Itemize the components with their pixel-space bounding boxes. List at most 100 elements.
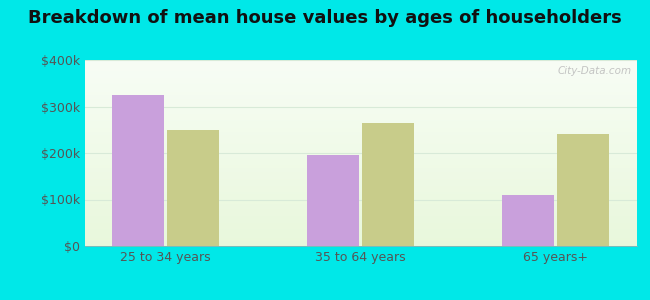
Bar bbox=[84, 74, 637, 75]
Bar bbox=[84, 100, 637, 101]
Bar bbox=[84, 182, 637, 183]
Bar bbox=[84, 129, 637, 130]
Bar bbox=[84, 71, 637, 72]
Bar bbox=[84, 239, 637, 240]
Bar bbox=[84, 154, 637, 155]
Bar bbox=[84, 110, 637, 111]
Bar bbox=[84, 79, 637, 80]
Bar bbox=[84, 208, 637, 209]
Bar bbox=[84, 240, 637, 241]
Bar bbox=[84, 190, 637, 191]
Bar bbox=[84, 112, 637, 113]
Bar bbox=[84, 67, 637, 68]
Bar bbox=[84, 132, 637, 133]
Bar bbox=[84, 198, 637, 199]
Bar bbox=[84, 167, 637, 168]
Bar bbox=[84, 64, 637, 66]
Bar bbox=[84, 138, 637, 139]
Bar bbox=[84, 187, 637, 188]
Bar bbox=[84, 151, 637, 152]
Bar bbox=[84, 177, 637, 178]
Bar bbox=[84, 149, 637, 150]
Bar bbox=[84, 116, 637, 117]
Bar bbox=[84, 204, 637, 205]
Bar bbox=[84, 206, 637, 207]
Bar bbox=[84, 152, 637, 153]
Bar bbox=[84, 210, 637, 211]
Bar bbox=[84, 140, 637, 141]
Bar bbox=[84, 63, 637, 64]
Bar bbox=[84, 119, 637, 120]
Bar bbox=[84, 217, 637, 218]
Bar bbox=[84, 170, 637, 171]
Bar bbox=[84, 179, 637, 180]
Bar bbox=[84, 131, 637, 132]
Bar bbox=[84, 128, 637, 129]
Bar bbox=[84, 169, 637, 170]
Bar bbox=[84, 227, 637, 228]
Bar bbox=[84, 70, 637, 71]
Bar bbox=[84, 137, 637, 138]
Bar bbox=[84, 126, 637, 127]
Bar bbox=[84, 181, 637, 182]
Bar bbox=[84, 197, 637, 198]
Bar bbox=[84, 96, 637, 97]
Bar bbox=[84, 203, 637, 204]
Bar bbox=[84, 160, 637, 161]
Bar bbox=[84, 148, 637, 149]
Bar bbox=[84, 80, 637, 81]
Bar bbox=[84, 193, 637, 194]
Bar bbox=[84, 207, 637, 208]
Bar bbox=[84, 91, 637, 92]
Bar bbox=[84, 144, 637, 145]
Bar bbox=[363, 123, 415, 246]
Bar bbox=[84, 226, 637, 227]
Bar bbox=[84, 224, 637, 225]
Bar bbox=[84, 156, 637, 157]
Bar bbox=[84, 133, 637, 134]
Bar bbox=[84, 185, 637, 187]
Bar bbox=[84, 212, 637, 214]
Bar bbox=[84, 107, 637, 108]
Bar bbox=[84, 223, 637, 224]
Bar bbox=[84, 123, 637, 124]
Bar bbox=[84, 69, 637, 70]
Bar bbox=[84, 115, 637, 116]
Bar bbox=[84, 191, 637, 192]
Bar bbox=[84, 77, 637, 78]
Bar bbox=[84, 102, 637, 103]
Text: City-Data.com: City-Data.com bbox=[557, 66, 632, 76]
Bar bbox=[84, 109, 637, 110]
Bar bbox=[84, 97, 637, 98]
Bar bbox=[84, 168, 637, 169]
Bar bbox=[84, 146, 637, 147]
Bar bbox=[84, 86, 637, 87]
Bar bbox=[84, 62, 637, 63]
Bar bbox=[84, 176, 637, 177]
Bar bbox=[84, 73, 637, 74]
Bar bbox=[84, 158, 637, 159]
Bar bbox=[84, 218, 637, 219]
Bar bbox=[84, 194, 637, 195]
Bar bbox=[84, 60, 637, 61]
Bar bbox=[84, 155, 637, 156]
Bar bbox=[84, 66, 637, 67]
Bar bbox=[84, 162, 637, 163]
Bar bbox=[84, 61, 637, 62]
Bar bbox=[84, 145, 637, 146]
Bar bbox=[84, 124, 637, 125]
Bar bbox=[84, 108, 637, 109]
Bar bbox=[84, 118, 637, 119]
Bar bbox=[307, 155, 359, 246]
Bar bbox=[84, 216, 637, 217]
Bar bbox=[84, 195, 637, 196]
Bar bbox=[84, 242, 637, 243]
Bar bbox=[84, 229, 637, 230]
Bar bbox=[84, 230, 637, 231]
Bar bbox=[84, 92, 637, 94]
Bar bbox=[84, 161, 637, 162]
Bar bbox=[84, 88, 637, 89]
Bar bbox=[84, 219, 637, 220]
Bar bbox=[84, 82, 637, 83]
Bar bbox=[84, 215, 637, 216]
